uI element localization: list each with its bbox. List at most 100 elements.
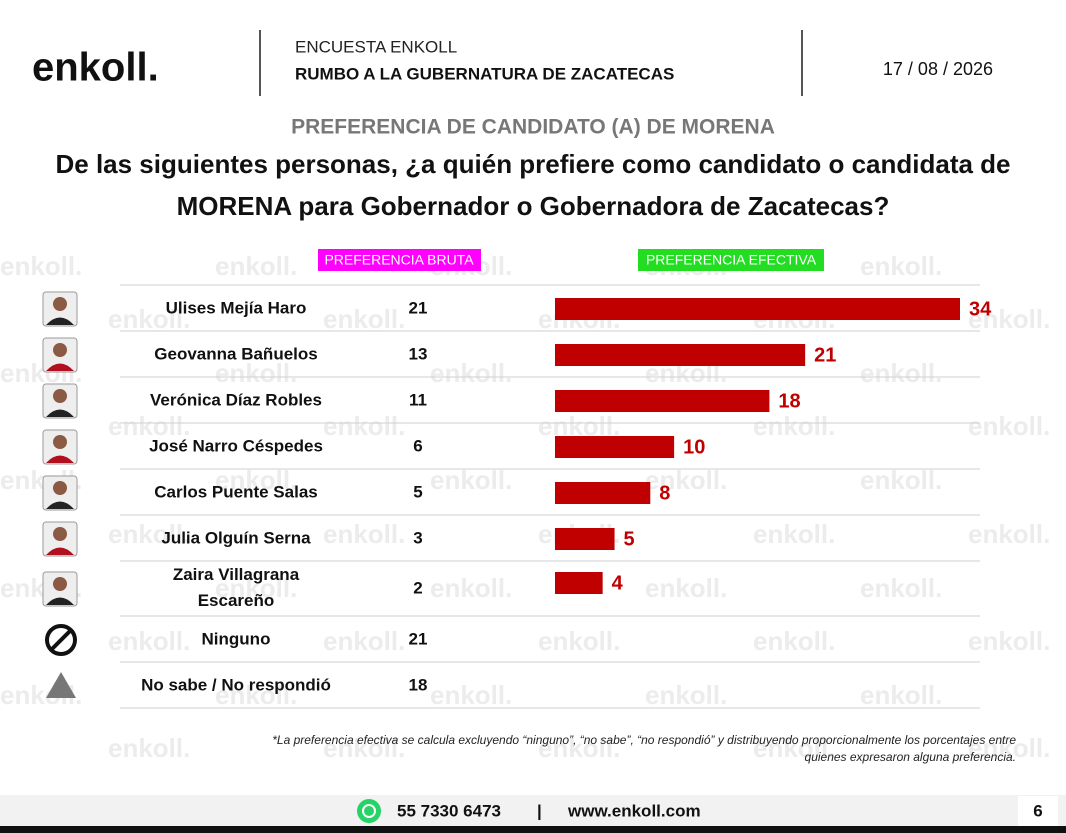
watermark: enkoll. — [215, 251, 297, 281]
watermark: enkoll. — [215, 358, 297, 388]
date: 17 / 08 / 2026 — [883, 59, 993, 79]
avatar — [53, 435, 67, 449]
watermark: enkoll. — [645, 680, 727, 710]
avatar — [46, 317, 74, 325]
watermark: enkoll. — [645, 573, 727, 603]
avatar — [46, 363, 74, 371]
bar-label: 10 — [683, 436, 705, 458]
watermark: enkoll. — [968, 519, 1050, 549]
bar-label: 4 — [612, 572, 624, 594]
watermark: enkoll. — [968, 411, 1050, 441]
website: www.enkoll.com — [567, 801, 701, 820]
bar-label: 8 — [659, 482, 670, 504]
category-label: No sabe / No respondió — [141, 675, 331, 694]
whatsapp-icon — [362, 804, 376, 818]
category-label: Carlos Puente Salas — [154, 482, 317, 501]
separator: | — [537, 801, 542, 820]
watermark: enkoll. — [430, 680, 512, 710]
question: De las siguientes personas, ¿a quién pre… — [55, 149, 1011, 221]
watermark: enkoll. — [538, 733, 620, 763]
watermark: enkoll. — [323, 519, 405, 549]
bar — [555, 528, 615, 550]
bar-label: 21 — [814, 344, 836, 366]
avatar — [53, 343, 67, 357]
legend-swatch — [318, 249, 481, 271]
category-label: Ulises Mejía Haro — [166, 298, 307, 317]
watermark: enkoll. — [430, 465, 512, 495]
category-label: Ninguno — [202, 629, 271, 648]
logo: enkoll. — [32, 46, 159, 90]
watermark: enkoll. — [645, 465, 727, 495]
bar — [555, 482, 651, 504]
value-label: 21 — [409, 629, 428, 648]
category-label: José Narro Céspedes — [149, 436, 323, 455]
footnote: *La preferencia efectiva se calcula excl… — [272, 733, 1016, 764]
watermark: enkoll. — [538, 626, 620, 656]
watermark: enkoll. — [430, 358, 512, 388]
category-label: Julia Olguín Serna — [161, 528, 311, 547]
category-label: Zaira Villagrana Escareño — [173, 565, 300, 610]
watermark: enkoll. — [860, 358, 942, 388]
phone: 55 7330 6473 — [397, 801, 501, 820]
avatar — [46, 501, 74, 509]
legend-label: PREFERENCIA EFECTIVA — [646, 252, 817, 268]
avatar — [46, 597, 74, 605]
watermark: enkoll. — [215, 465, 297, 495]
value-label: 2 — [413, 578, 422, 597]
avatar — [53, 527, 67, 541]
none-icon — [49, 628, 73, 652]
watermark: enkoll. — [860, 680, 942, 710]
avatar — [53, 297, 67, 311]
watermark: enkoll. — [0, 251, 82, 281]
watermark: enkoll. — [215, 680, 297, 710]
watermark: enkoll. — [108, 519, 190, 549]
category-label: Geovanna Bañuelos — [154, 344, 317, 363]
watermark: enkoll. — [753, 626, 835, 656]
bar — [555, 344, 806, 366]
watermark: enkoll. — [108, 733, 190, 763]
value-label: 18 — [409, 675, 428, 694]
unknown-icon — [46, 672, 76, 698]
watermark: enkoll. — [968, 304, 1050, 334]
survey-label: ENCUESTA ENKOLL — [295, 37, 457, 56]
value-label: 6 — [413, 436, 422, 455]
watermark: enkoll. — [968, 733, 1050, 763]
bar — [555, 390, 770, 412]
footer-strip — [0, 826, 1066, 833]
survey-subtitle: RUMBO A LA GUBERNATURA DE ZACATECAS — [295, 64, 674, 83]
value-label: 13 — [409, 344, 428, 363]
watermark: enkoll. — [753, 411, 835, 441]
avatar — [53, 389, 67, 403]
bar-label: 34 — [969, 298, 992, 320]
bar — [555, 436, 675, 458]
watermark: enkoll. — [215, 573, 297, 603]
watermark: enkoll. — [108, 304, 190, 334]
value-label: 5 — [413, 482, 422, 501]
bar — [555, 298, 960, 320]
watermark: enkoll. — [108, 626, 190, 656]
avatar — [46, 455, 74, 463]
value-label: 11 — [409, 390, 427, 409]
watermark: enkoll. — [108, 411, 190, 441]
bar — [555, 572, 603, 594]
watermark: enkoll. — [323, 304, 405, 334]
legend-swatch — [638, 249, 824, 271]
category-label: Verónica Díaz Robles — [150, 390, 322, 409]
avatar — [53, 481, 67, 495]
whatsapp-icon — [357, 799, 381, 823]
chart-title: PREFERENCIA DE CANDIDATO (A) DE MORENA — [291, 116, 775, 139]
avatar — [46, 547, 74, 555]
watermark: enkoll. — [538, 411, 620, 441]
bar-label: 18 — [778, 390, 800, 412]
avatar — [46, 409, 74, 417]
watermark: enkoll. — [323, 411, 405, 441]
watermark: enkoll. — [753, 733, 835, 763]
footer-band — [0, 795, 1066, 826]
watermark: enkoll. — [968, 626, 1050, 656]
value-label: 3 — [413, 528, 422, 547]
page-box — [1018, 796, 1058, 826]
page-number: 6 — [1033, 801, 1042, 820]
watermark: enkoll. — [860, 465, 942, 495]
avatar — [53, 577, 67, 591]
